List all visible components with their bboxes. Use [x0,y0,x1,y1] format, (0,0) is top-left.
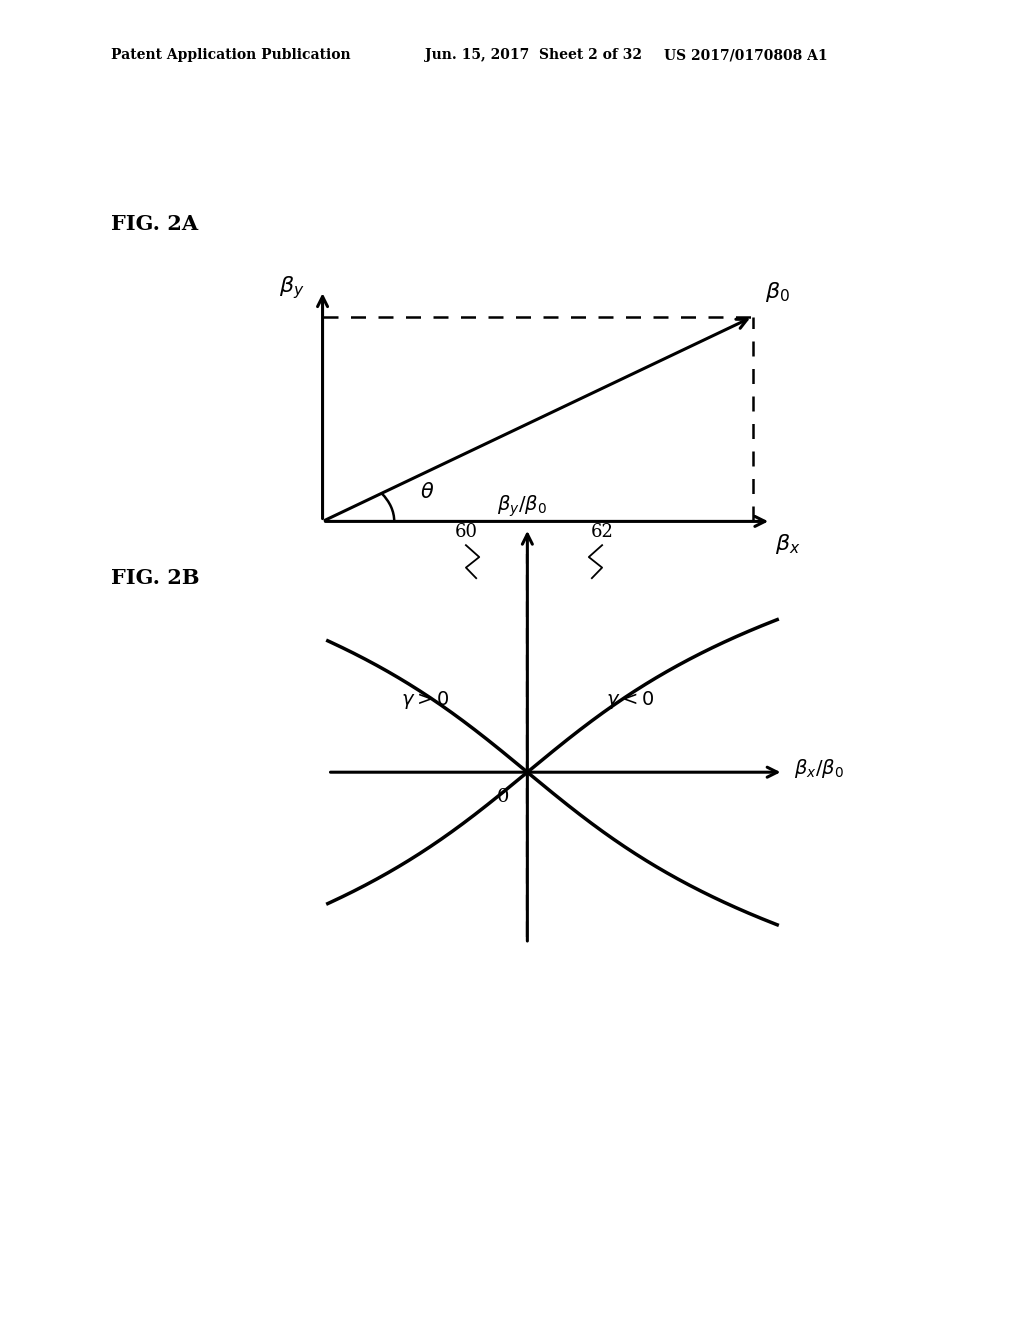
Text: 0: 0 [497,788,509,807]
Text: FIG. 2B: FIG. 2B [111,568,199,589]
Text: Patent Application Publication: Patent Application Publication [111,49,350,62]
Text: $\gamma <0$: $\gamma <0$ [605,689,654,710]
Text: $\beta_x/\beta_0$: $\beta_x/\beta_0$ [794,756,844,780]
Text: $\beta_0$: $\beta_0$ [765,280,790,304]
Text: 62: 62 [591,523,613,541]
Text: $\beta_y$: $\beta_y$ [279,275,304,301]
Text: $\beta_x$: $\beta_x$ [775,532,801,556]
Text: 60: 60 [455,523,477,541]
Text: $\beta_y/\beta_0$: $\beta_y/\beta_0$ [498,494,547,519]
Text: $\gamma >0$: $\gamma >0$ [400,689,450,710]
Text: FIG. 2A: FIG. 2A [111,214,198,235]
Text: Jun. 15, 2017  Sheet 2 of 32: Jun. 15, 2017 Sheet 2 of 32 [425,49,642,62]
Text: US 2017/0170808 A1: US 2017/0170808 A1 [664,49,827,62]
Text: $\theta$: $\theta$ [420,482,434,503]
